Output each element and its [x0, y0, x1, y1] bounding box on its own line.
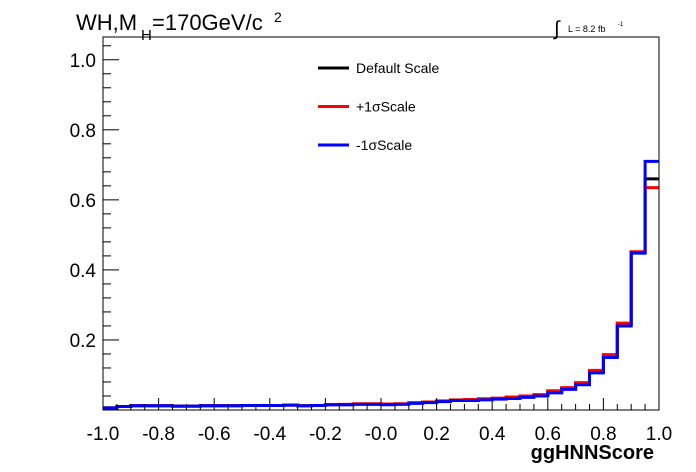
legend-label-1: +1σScale — [356, 99, 416, 115]
title-subscript: H — [141, 27, 152, 44]
y-tick-label: 0.4 — [70, 261, 97, 282]
legend-label-2: -1σScale — [356, 137, 412, 153]
y-axis: 0.2 0.4 0.6 0.8 1.0 — [70, 45, 119, 397]
x-axis: -1.0 -0.8 -0.6 -0.4 -0.2 -0.0 0.2 0.4 0.6 0.8 1.0 — [87, 398, 672, 445]
title-rest: =170GeV/c — [152, 10, 263, 35]
x-tick-label: -0.0 — [365, 424, 398, 445]
x-axis-label: ggHNNScore — [531, 442, 654, 464]
title-superscript: 2 — [274, 9, 282, 25]
luminosity-text: L = 8.2 fb — [568, 24, 605, 34]
x-tick-label: -0.6 — [198, 424, 231, 445]
x-tick-label: -0.4 — [253, 424, 286, 445]
x-tick-label: 0.4 — [479, 424, 506, 445]
series-line-2 — [103, 159, 659, 410]
series-layer — [103, 159, 659, 410]
y-tick-label: 0.2 — [70, 331, 96, 352]
x-tick-label: 1.0 — [646, 424, 672, 445]
chart-title: WH,M H =170GeV/c 2 — [76, 9, 282, 44]
x-tick-label: 0.8 — [590, 424, 616, 445]
x-tick-label: -1.0 — [87, 424, 120, 445]
title-main: WH,M — [76, 10, 137, 35]
legend-label-0: Default Scale — [356, 60, 439, 76]
integral-sign: ∫ — [553, 18, 561, 40]
luminosity-superscript: -1 — [618, 22, 624, 28]
y-tick-label: 0.6 — [70, 191, 96, 212]
x-tick-label: 0.6 — [535, 424, 561, 445]
x-tick-label: 0.2 — [423, 424, 449, 445]
x-tick-label: -0.2 — [309, 424, 342, 445]
x-tick-label: -0.8 — [142, 424, 175, 445]
luminosity-label: ∫ L = 8.2 fb -1 — [553, 18, 624, 40]
y-tick-label: 1.0 — [70, 51, 96, 72]
y-tick-label: 0.8 — [70, 121, 96, 142]
legend: Default Scale +1σScale -1σScale — [318, 60, 439, 153]
